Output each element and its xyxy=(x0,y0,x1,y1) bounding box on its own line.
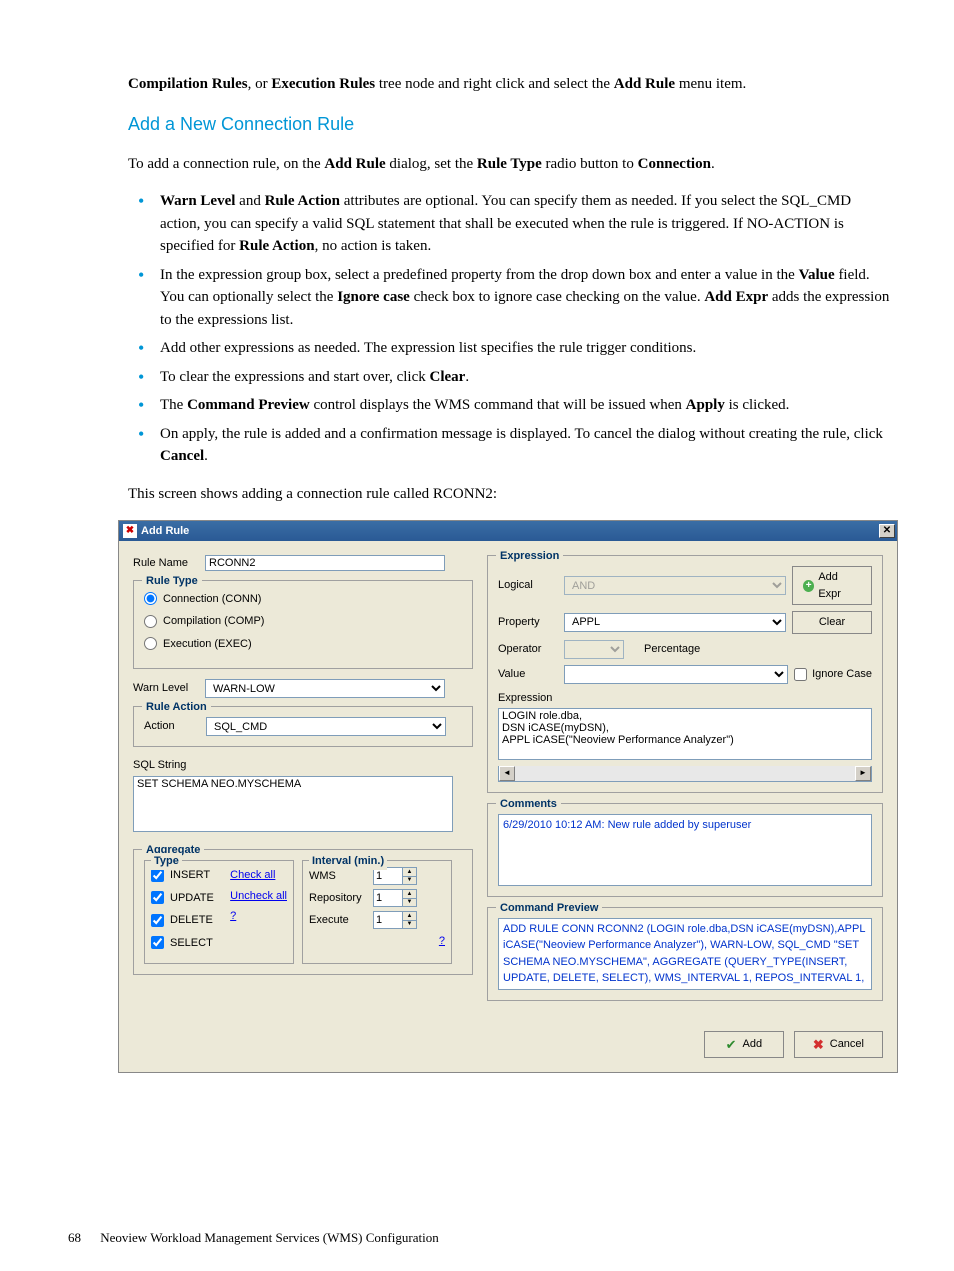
dialog-title: Add Rule xyxy=(141,523,879,540)
x-icon: ✖ xyxy=(813,1035,824,1055)
property-label: Property xyxy=(498,614,558,631)
expression-textarea[interactable]: LOGIN role.dba, DSN iCASE(myDSN), APPL i… xyxy=(498,708,872,760)
warn-level-select[interactable]: WARN-LOW xyxy=(205,679,445,698)
percentage-label: Percentage xyxy=(644,641,700,658)
property-select[interactable]: APPL xyxy=(564,613,786,632)
app-icon: ✖ xyxy=(123,524,137,538)
uncheck-all-link[interactable]: Uncheck all xyxy=(230,888,287,905)
check-update[interactable]: UPDATE xyxy=(151,890,224,907)
intro-paragraph: Compilation Rules, or Execution Rules tr… xyxy=(128,73,894,96)
repository-spinner[interactable]: ▲▼ xyxy=(373,889,417,907)
add-expr-button[interactable]: +Add Expr xyxy=(792,566,872,605)
bullet-list: Warn Level and Rule Action attributes ar… xyxy=(128,190,894,468)
sql-string-textarea[interactable]: SET SCHEMA NEO.MYSCHEMA xyxy=(133,776,453,832)
rule-name-label: Rule Name xyxy=(133,555,195,572)
operator-select xyxy=(564,640,624,659)
add-rule-dialog: ✖ Add Rule ✕ Rule Name Rule Type Connect… xyxy=(118,520,898,1073)
sql-string-label: SQL String xyxy=(133,757,473,774)
close-button[interactable]: ✕ xyxy=(879,524,895,538)
check-all-link[interactable]: Check all xyxy=(230,867,287,884)
radio-execution[interactable]: Execution (EXEC) xyxy=(144,636,462,653)
footer-text: Neoview Workload Management Services (WM… xyxy=(100,1230,438,1245)
rule-action-group: Rule Action Action SQL_CMD xyxy=(133,706,473,747)
execute-spinner[interactable]: ▲▼ xyxy=(373,911,417,929)
value-select[interactable] xyxy=(564,665,788,684)
expression-group: Expression Logical AND +Add Expr Propert… xyxy=(487,555,883,793)
comments-textarea[interactable]: 6/29/2010 10:12 AM: New rule added by su… xyxy=(498,814,872,886)
interval-help-link[interactable]: ? xyxy=(439,935,445,947)
screen-shows-paragraph: This screen shows adding a connection ru… xyxy=(128,483,894,506)
action-label: Action xyxy=(144,718,196,735)
titlebar: ✖ Add Rule ✕ xyxy=(119,521,897,541)
cancel-button[interactable]: ✖Cancel xyxy=(794,1031,883,1059)
comments-group: Comments 6/29/2010 10:12 AM: New rule ad… xyxy=(487,803,883,897)
command-preview-text: ADD RULE CONN RCONN2 (LOGIN role.dba,DSN… xyxy=(498,918,872,990)
add-button[interactable]: ✔Add xyxy=(704,1031,784,1059)
bullet-item: Warn Level and Rule Action attributes ar… xyxy=(128,190,894,258)
expression-list-label: Expression xyxy=(498,690,872,707)
logical-select: AND xyxy=(564,576,786,595)
rule-type-group: Rule Type Connection (CONN) Compilation … xyxy=(133,580,473,670)
command-preview-group: Command Preview ADD RULE CONN RCONN2 (LO… xyxy=(487,907,883,1001)
check-icon: ✔ xyxy=(726,1035,737,1055)
bullet-item: On apply, the rule is added and a confir… xyxy=(128,423,894,468)
page-footer: 68 Neoview Workload Management Services … xyxy=(68,1228,439,1248)
bullet-item: In the expression group box, select a pr… xyxy=(128,264,894,332)
page-number: 68 xyxy=(68,1230,81,1245)
bullet-item: The Command Preview control displays the… xyxy=(128,394,894,417)
aggregate-group: Aggregate Type INSERT UPDATE DELETE SELE… xyxy=(133,849,473,975)
value-label: Value xyxy=(498,666,558,683)
radio-compilation[interactable]: Compilation (COMP) xyxy=(144,613,462,630)
interval-group: Interval (min.) WMS ▲▼ Repository ▲▼ Exe… xyxy=(302,860,452,964)
check-delete[interactable]: DELETE xyxy=(151,912,224,929)
operator-label: Operator xyxy=(498,641,558,658)
check-select[interactable]: SELECT xyxy=(151,935,224,952)
rule-name-input[interactable] xyxy=(205,555,445,571)
plus-icon: + xyxy=(803,580,814,592)
warn-level-label: Warn Level xyxy=(133,680,195,697)
help-link[interactable]: ? xyxy=(230,908,287,925)
horizontal-scrollbar[interactable]: ◄► xyxy=(498,766,872,782)
ignore-case-checkbox[interactable]: Ignore Case xyxy=(794,666,872,683)
logical-label: Logical xyxy=(498,577,558,594)
action-select[interactable]: SQL_CMD xyxy=(206,717,446,736)
section-heading: Add a New Connection Rule xyxy=(128,111,894,138)
radio-connection[interactable]: Connection (CONN) xyxy=(144,591,462,608)
clear-button[interactable]: Clear xyxy=(792,611,872,634)
connection-rule-paragraph: To add a connection rule, on the Add Rul… xyxy=(128,153,894,176)
wms-spinner[interactable]: ▲▼ xyxy=(373,867,417,885)
bullet-item: Add other expressions as needed. The exp… xyxy=(128,337,894,360)
type-group: Type INSERT UPDATE DELETE SELECT Check a… xyxy=(144,860,294,964)
bullet-item: To clear the expressions and start over,… xyxy=(128,366,894,389)
